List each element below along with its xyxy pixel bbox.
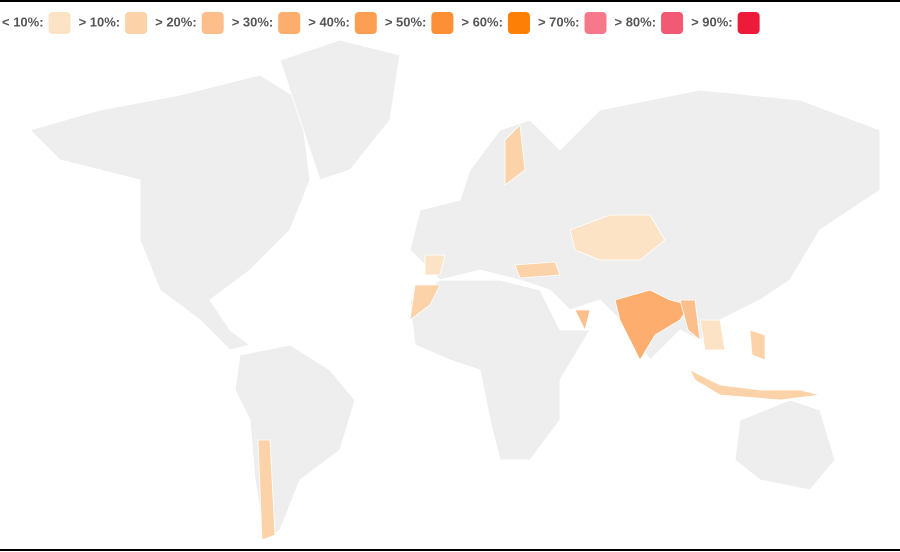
legend-swatch [201,12,224,34]
legend-label: > 50%: [385,14,427,29]
legend-swatch [661,12,684,34]
legend-swatch [584,12,607,34]
world-map [29,39,881,541]
legend-label: > 80%: [615,14,657,29]
chile [257,439,276,541]
oman [574,309,591,332]
iberia [424,254,446,276]
legend-label: > 30%: [232,14,274,29]
north-america [29,74,311,351]
australia [734,399,836,491]
legend-label: > 40%: [308,14,350,29]
philippines [749,329,766,361]
indonesia [689,369,821,401]
legend-swatch [125,12,148,34]
legend-label: > 70%: [538,14,580,29]
legend-swatch [48,12,71,34]
finland [504,124,526,186]
legend-label: > 20%: [155,14,197,29]
legend-swatch [354,12,377,34]
legend-label: > 10%: [79,14,121,29]
morocco [409,284,441,321]
south-america [234,344,356,541]
myanmar [679,299,701,341]
legend-label: > 60%: [461,14,503,29]
legend-label: < 10%: [2,14,44,29]
legend-swatch [737,12,760,34]
legend: < 10%: > 10%: > 20%: > 30%: > 40%: > 50%: > 60… [2,12,760,34]
indochina [699,319,726,351]
legend-swatch [507,12,530,34]
africa [409,279,591,461]
turkey [514,261,561,279]
india [614,289,691,361]
legend-swatch [278,12,301,34]
greenland [279,39,401,181]
legend-label: > 90%: [691,14,733,29]
legend-swatch [431,12,454,34]
kazakhstan [569,214,666,261]
